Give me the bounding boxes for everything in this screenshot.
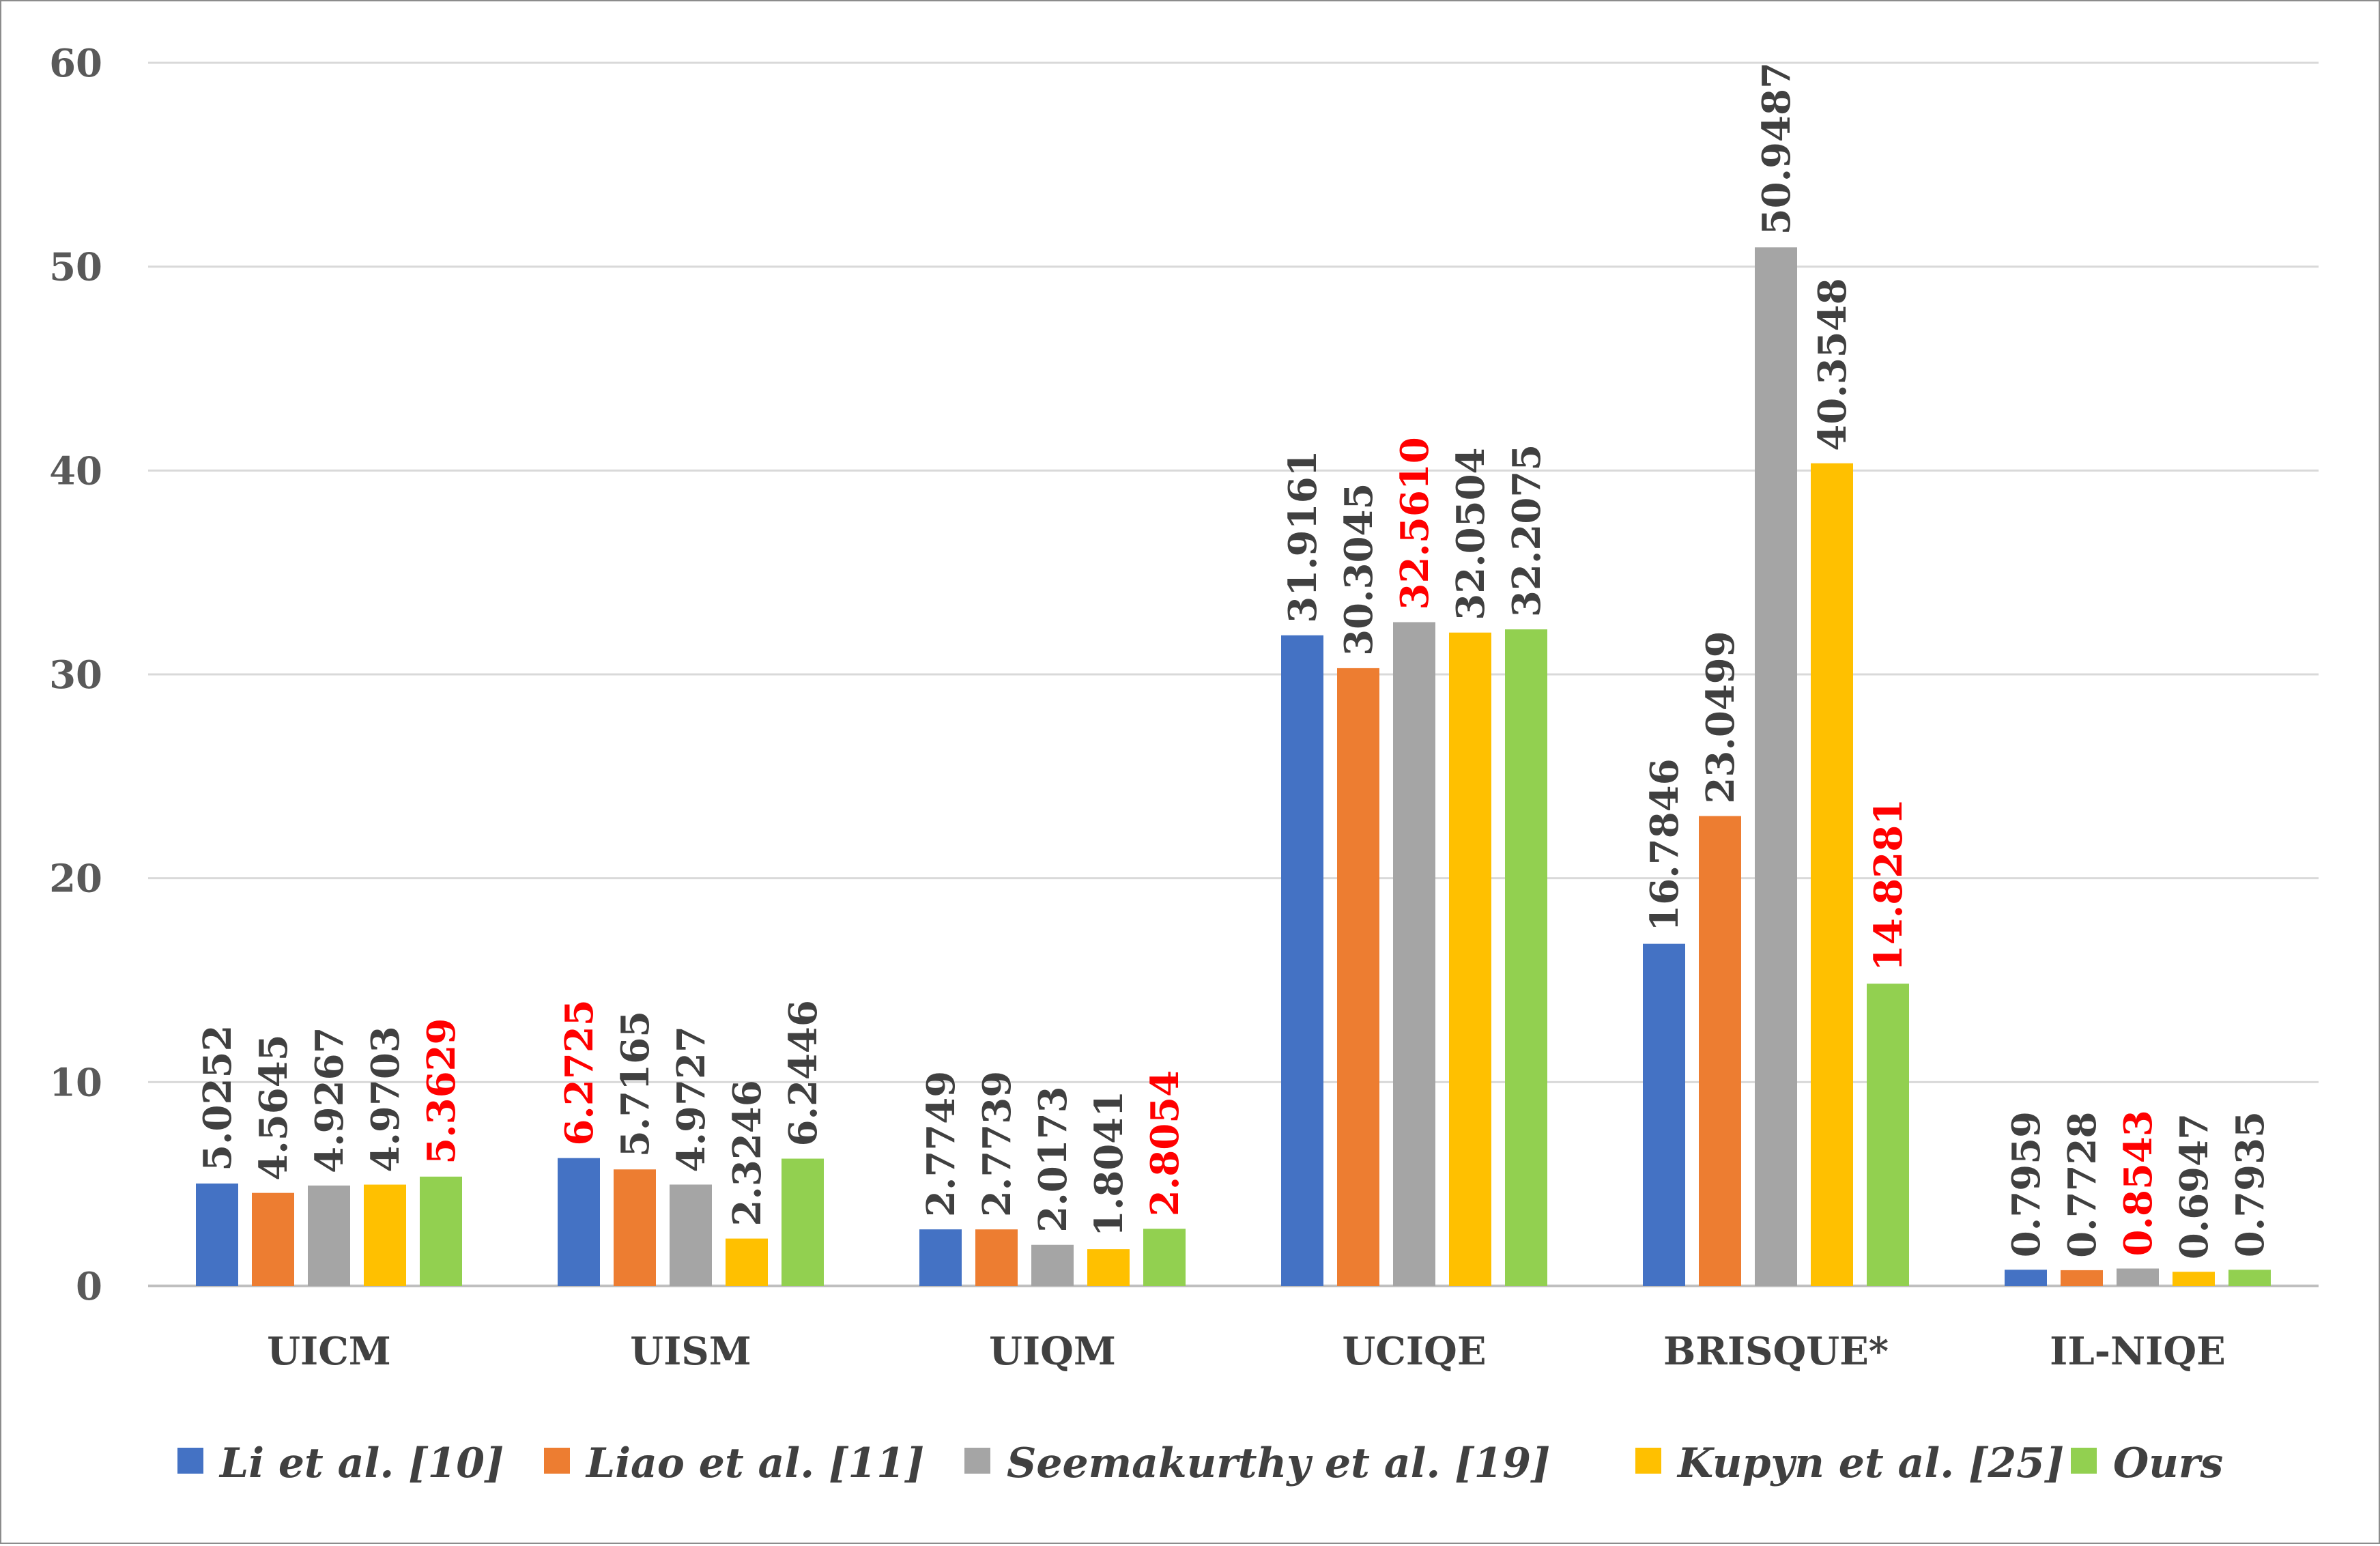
bar bbox=[420, 1176, 462, 1286]
data-label: 32.5610 bbox=[1392, 437, 1437, 610]
y-tick-label: 40 bbox=[49, 448, 102, 493]
data-label: 40.3548 bbox=[1810, 278, 1855, 450]
data-label: 5.7165 bbox=[613, 1011, 658, 1157]
data-label: 2.3246 bbox=[725, 1080, 770, 1226]
data-label: 1.8041 bbox=[1087, 1091, 1132, 1237]
data-label: 31.9161 bbox=[1280, 450, 1325, 622]
data-label: 2.0173 bbox=[1031, 1086, 1076, 1232]
y-tick-label: 50 bbox=[49, 245, 102, 290]
bars bbox=[196, 247, 2271, 1287]
bar bbox=[670, 1184, 712, 1286]
y-tick-label: 0 bbox=[76, 1264, 102, 1309]
bar bbox=[919, 1229, 962, 1286]
data-label: 16.7846 bbox=[1642, 758, 1687, 931]
bar bbox=[2005, 1270, 2047, 1286]
data-label: 0.6947 bbox=[2172, 1113, 2217, 1259]
data-label: 5.3629 bbox=[419, 1018, 464, 1164]
x-tick-label: UICM bbox=[267, 1329, 391, 1374]
y-tick-label: 20 bbox=[49, 857, 102, 902]
bar bbox=[1755, 247, 1797, 1286]
bar bbox=[1031, 1244, 1074, 1286]
legend-swatch bbox=[1635, 1448, 1661, 1474]
x-tick-label: UCIQE bbox=[1342, 1329, 1486, 1374]
bar bbox=[1281, 635, 1323, 1286]
bar bbox=[1505, 629, 1547, 1286]
data-label: 30.3045 bbox=[1336, 483, 1381, 656]
data-label: 2.8054 bbox=[1143, 1070, 1188, 1216]
data-label: 5.0252 bbox=[195, 1025, 240, 1171]
bar bbox=[2117, 1268, 2159, 1286]
bar bbox=[1867, 984, 1909, 1286]
data-label: 14.8281 bbox=[1866, 799, 1911, 971]
data-label: 32.0504 bbox=[1448, 447, 1493, 620]
bar bbox=[2228, 1270, 2271, 1286]
bar bbox=[1449, 632, 1491, 1286]
bar bbox=[196, 1183, 238, 1286]
data-label: 0.7959 bbox=[2004, 1111, 2049, 1257]
data-label: 2.7739 bbox=[975, 1071, 1020, 1217]
bar bbox=[1393, 622, 1435, 1286]
bar bbox=[308, 1185, 350, 1286]
bar bbox=[726, 1238, 768, 1286]
data-label: 4.9727 bbox=[669, 1026, 714, 1172]
bar bbox=[1087, 1249, 1130, 1286]
bar bbox=[2061, 1270, 2103, 1286]
data-label: 4.9267 bbox=[307, 1027, 352, 1173]
y-tick-label: 10 bbox=[49, 1060, 102, 1105]
legend-swatch bbox=[544, 1448, 570, 1474]
legend-swatch bbox=[177, 1448, 203, 1474]
legend-swatch bbox=[2071, 1448, 2097, 1474]
bar bbox=[614, 1169, 656, 1286]
data-label: 6.2446 bbox=[781, 1000, 826, 1146]
data-label: 0.7728 bbox=[2060, 1112, 2105, 1258]
bar bbox=[1143, 1229, 1186, 1286]
legend-label: Kupyn et al. [25] bbox=[1676, 1440, 2064, 1487]
y-axis-ticks: 0 10 20 30 40 50 60 bbox=[49, 41, 102, 1309]
bar bbox=[1643, 943, 1685, 1286]
bar bbox=[1337, 668, 1379, 1286]
legend-label: Li et al. [10] bbox=[218, 1440, 504, 1487]
x-tick-label: BRISQUE* bbox=[1663, 1329, 1889, 1374]
bar bbox=[252, 1192, 294, 1286]
y-tick-label: 30 bbox=[49, 653, 102, 698]
data-label: 0.7935 bbox=[2228, 1111, 2273, 1257]
bar bbox=[558, 1158, 600, 1286]
data-label: 50.9487 bbox=[1754, 62, 1799, 235]
x-tick-label: UIQM bbox=[989, 1329, 1116, 1374]
y-tick-label: 60 bbox=[49, 41, 102, 86]
data-label: 2.7749 bbox=[919, 1071, 964, 1217]
data-label: 6.2725 bbox=[557, 999, 602, 1145]
legend-label: Ours bbox=[2113, 1440, 2223, 1487]
legend-swatch bbox=[964, 1448, 990, 1474]
bar bbox=[975, 1229, 1018, 1286]
legend: Li et al. [10] Liao et al. [11] Seemakurth… bbox=[177, 1440, 2223, 1487]
data-label: 32.2075 bbox=[1504, 444, 1549, 617]
bar bbox=[364, 1184, 406, 1286]
x-tick-label: IL-NIQE bbox=[2050, 1329, 2226, 1374]
data-labels: 5.0252 4.5645 4.9267 4.9703 5.3629 6.2725 5.71… bbox=[195, 62, 2273, 1259]
legend-label: Seemakurthy et al. [19] bbox=[1007, 1440, 1550, 1487]
bar bbox=[782, 1158, 824, 1286]
bar bbox=[1811, 463, 1853, 1287]
x-axis-ticks: UICM UISM UIQM UCIQE BRISQUE* IL-NIQE bbox=[267, 1329, 2226, 1374]
legend-label: Liao et al. [11] bbox=[585, 1440, 924, 1487]
data-label: 23.0499 bbox=[1698, 631, 1743, 803]
data-label: 4.9703 bbox=[363, 1026, 408, 1172]
bar bbox=[1699, 816, 1741, 1286]
gridlines bbox=[148, 61, 2319, 1287]
bar bbox=[2173, 1272, 2215, 1286]
x-tick-label: UISM bbox=[630, 1329, 751, 1374]
data-label: 4.5645 bbox=[251, 1034, 296, 1180]
data-label: 0.8543 bbox=[2116, 1110, 2161, 1256]
